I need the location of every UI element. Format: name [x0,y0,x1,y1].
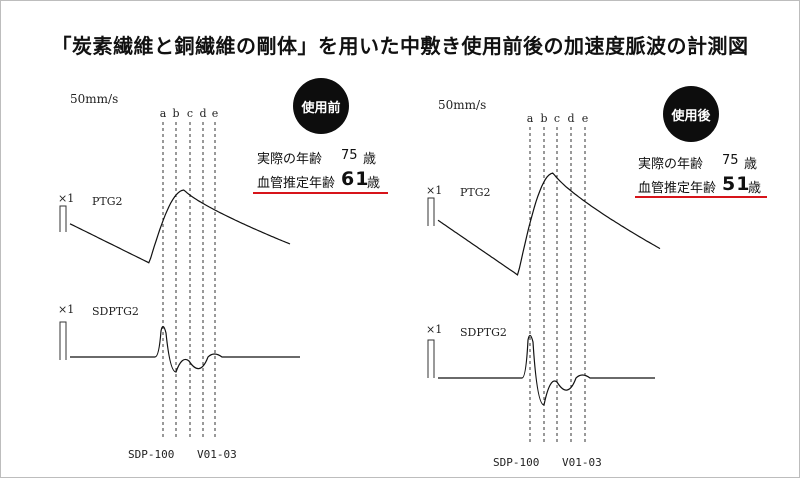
gain-bracket-bottom [427,339,435,378]
marker-label-e: e [212,107,219,120]
actual-age-unit: 歳 [363,152,377,167]
series-bottom-label: SDPTG2 [460,326,507,339]
vascular-age-unit: 歳 [367,176,381,191]
actual-age-label: 実際の年齢 [638,157,704,172]
marker-label-c: c [187,107,193,120]
gain-top-label: ×1 [426,184,443,197]
gain-bracket-top [59,205,67,232]
vascular-age-underline [253,192,388,194]
vascular-age-unit: 歳 [748,181,762,196]
age-info-after: 実際の年齢 75 歳 血管推定年齢 51 歳 [638,149,778,197]
actual-age-value: 75 [341,148,358,163]
actual-age-label: 実際の年齢 [257,152,323,167]
badge-after: 使用後 [663,86,719,142]
vascular-age-value: 51 [722,173,751,195]
version-label: V01-03 [562,456,602,469]
marker-label-e: e [582,112,589,125]
gain-bottom-label: ×1 [426,323,443,336]
version-label: V01-03 [197,448,237,461]
marker-label-b: b [540,112,547,125]
sdptg2-trace [438,334,655,406]
sdptg2-trace [70,325,300,373]
gain-bottom-label: ×1 [58,303,75,316]
vascular-age-label: 血管推定年齢 [638,181,717,196]
marker-label-c: c [554,112,560,125]
marker-label-a: a [527,112,534,125]
actual-age-value: 75 [722,153,739,168]
vascular-age-value: 61 [341,168,370,190]
speed-label: 50mm/s [70,92,119,106]
speed-label: 50mm/s [438,98,487,112]
device-label: SDP-100 [128,448,175,461]
series-top-label: PTG2 [92,195,123,208]
series-top-label: PTG2 [460,186,491,199]
device-label: SDP-100 [493,456,540,469]
vascular-age-label: 血管推定年齢 [257,176,336,191]
gain-bracket-top [427,197,435,226]
actual-age-unit: 歳 [744,157,758,172]
age-info-before: 実際の年齢 75 歳 血管推定年齢 61 歳 [257,144,397,192]
marker-label-d: d [199,107,206,120]
vascular-age-underline [635,196,767,198]
series-bottom-label: SDPTG2 [92,305,139,318]
ptg2-trace [69,189,291,264]
marker-label-b: b [172,107,179,120]
gain-bracket-bottom [59,321,67,360]
marker-label-d: d [567,112,574,125]
figure-title: 「炭素繊維と銅繊維の剛体」を用いた中敷き使用前後の加速度脈波の計測図 [51,34,749,58]
gain-top-label: ×1 [58,192,75,205]
badge-before: 使用前 [293,78,349,134]
marker-label-a: a [160,107,167,120]
ptg2-trace [437,172,661,276]
